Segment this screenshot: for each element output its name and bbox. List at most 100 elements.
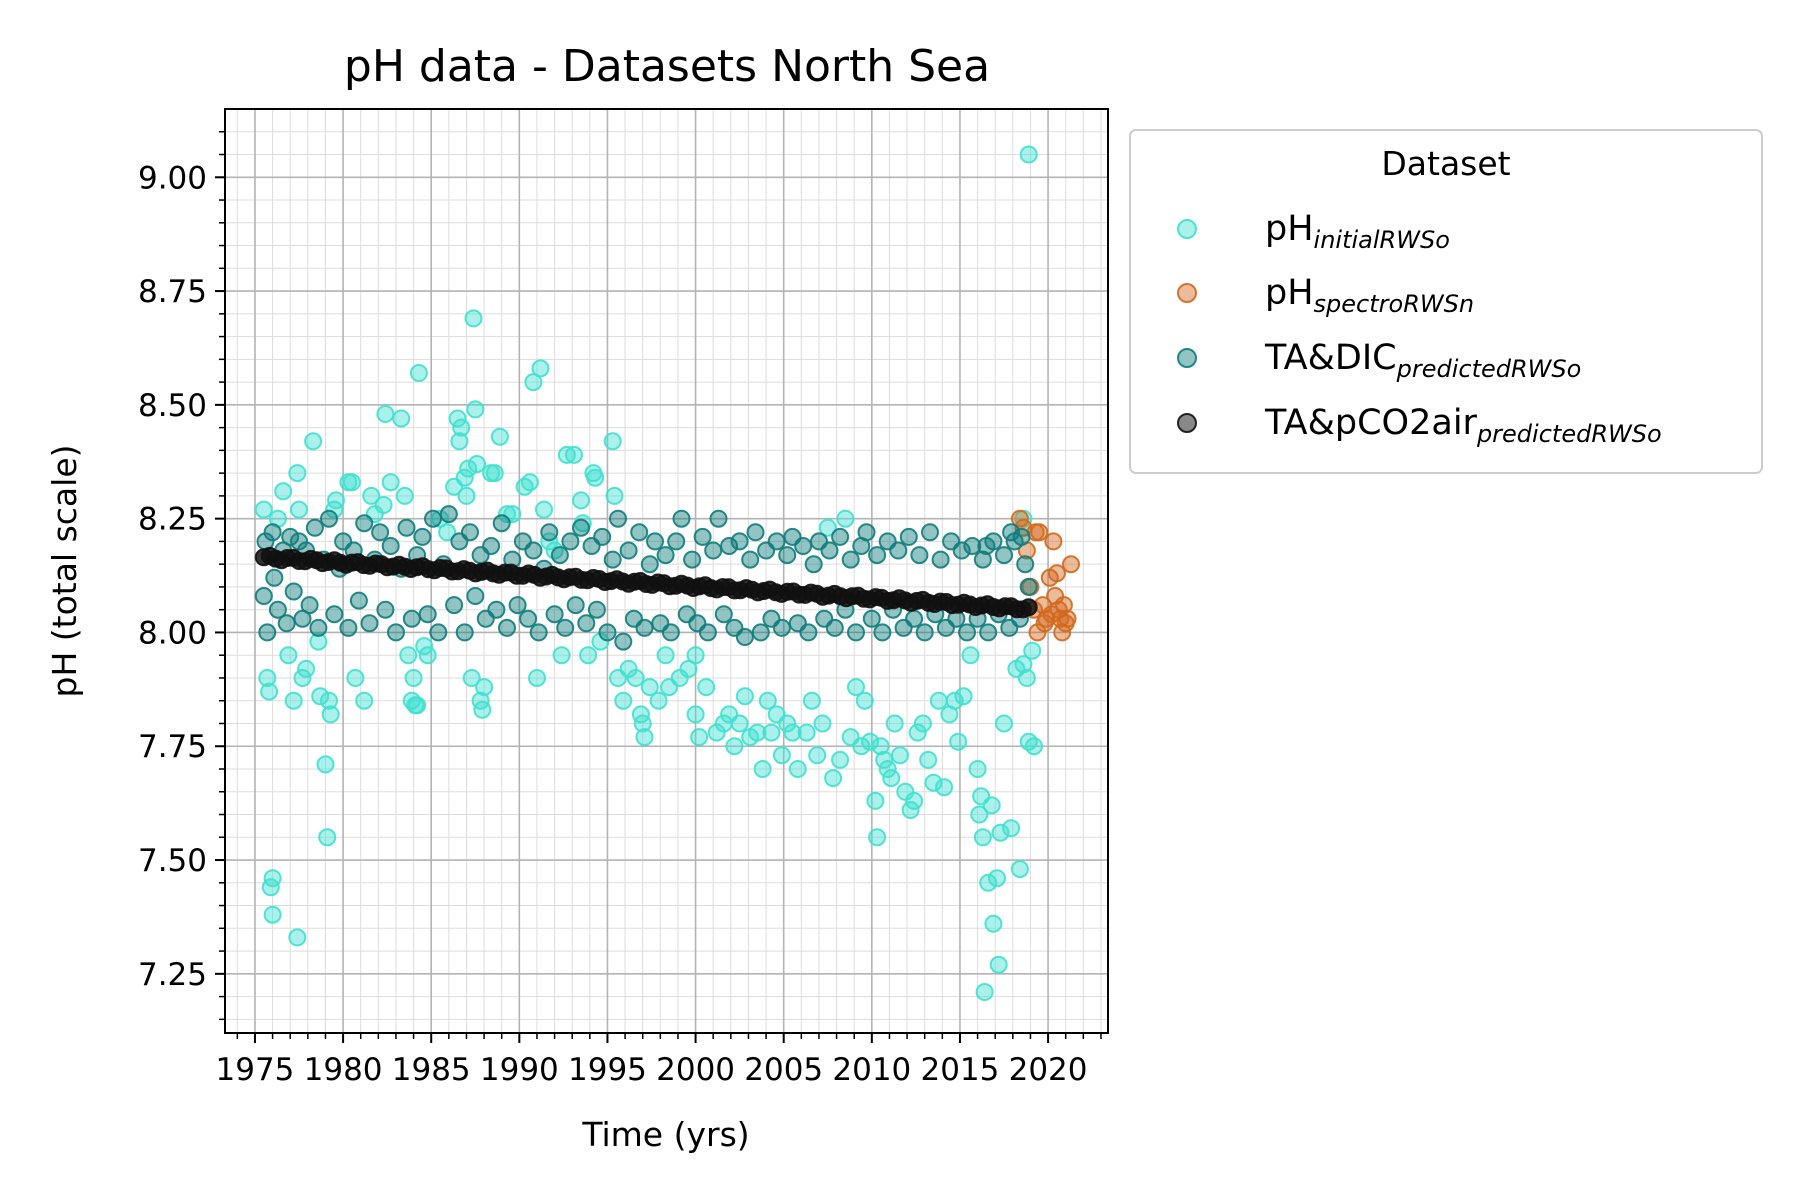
data-point <box>836 509 855 528</box>
data-point <box>605 486 624 505</box>
data-point <box>288 464 307 483</box>
data-point <box>772 746 791 765</box>
data-point <box>520 473 539 492</box>
data-point <box>1019 145 1038 164</box>
data-point <box>1042 605 1061 624</box>
data-point <box>609 509 627 528</box>
legend-entry-subscript: initialRWSo <box>1314 226 1450 254</box>
data-point <box>402 609 421 628</box>
y-tick-label: 8.75 <box>138 274 207 310</box>
data-point <box>1014 655 1033 674</box>
data-point <box>991 823 1010 842</box>
data-point <box>457 486 476 505</box>
data-point <box>820 541 839 560</box>
data-point <box>284 691 303 710</box>
data-point <box>640 678 659 697</box>
data-point <box>882 769 901 788</box>
y-tick-label: 7.25 <box>138 957 207 993</box>
data-point <box>963 537 982 555</box>
data-point <box>371 523 390 542</box>
data-point <box>672 509 691 528</box>
legend-entry-label: pHspectroRWSn <box>1265 273 1474 318</box>
data-point <box>288 928 307 947</box>
data-point <box>355 691 374 710</box>
data-point <box>593 527 612 546</box>
data-point <box>392 409 411 428</box>
data-point <box>868 546 887 565</box>
data-point <box>464 309 483 328</box>
data-point <box>714 605 733 624</box>
data-point <box>263 869 282 888</box>
data-point <box>321 705 340 724</box>
data-point <box>461 523 479 542</box>
data-point <box>861 732 880 751</box>
data-point <box>1058 609 1077 628</box>
data-point <box>263 905 282 924</box>
data-point <box>550 546 569 565</box>
data-point <box>931 550 950 569</box>
data-point <box>316 755 335 774</box>
data-point <box>540 523 559 542</box>
data-point <box>635 618 654 637</box>
data-point <box>325 605 344 624</box>
data-point <box>529 623 548 642</box>
data-point <box>693 527 712 546</box>
data-point <box>466 400 485 419</box>
data-point <box>603 432 622 451</box>
data-point <box>293 669 312 687</box>
data-point <box>921 523 939 542</box>
x-tick-label: 1985 <box>392 1052 471 1088</box>
data-point <box>439 505 458 524</box>
data-point <box>935 778 954 797</box>
data-point <box>679 659 698 678</box>
data-point <box>924 773 943 792</box>
data-point <box>847 623 865 642</box>
legend-entry-base: TA&DIC <box>1264 338 1397 378</box>
data-point <box>841 550 860 569</box>
legend-marker <box>1177 283 1197 303</box>
data-point <box>281 527 300 546</box>
data-point <box>279 646 298 665</box>
data-point <box>818 518 837 537</box>
x-tick-label: 1990 <box>480 1052 559 1088</box>
x-tick-label: 1975 <box>216 1052 295 1088</box>
data-point <box>492 514 511 533</box>
data-point <box>1012 527 1031 546</box>
data-point <box>748 723 767 742</box>
data-point <box>735 628 754 646</box>
data-point <box>871 737 890 756</box>
data-point <box>519 609 538 628</box>
data-point <box>482 537 501 555</box>
data-point <box>686 646 705 665</box>
data-point <box>311 687 330 706</box>
legend-entry-label: TA&DICpredictedRWSo <box>1264 338 1581 383</box>
data-point <box>698 623 717 642</box>
data-point <box>561 532 580 551</box>
data-point <box>813 714 832 733</box>
data-point <box>540 532 559 551</box>
legend-entry-base: TA&pCO2air <box>1264 403 1478 443</box>
data-point <box>661 623 680 642</box>
data-point <box>535 500 553 519</box>
data-point <box>783 723 802 742</box>
data-point <box>487 600 506 619</box>
y-tick-label: 8.50 <box>138 388 207 424</box>
data-point <box>868 828 887 847</box>
data-point <box>866 791 885 810</box>
data-point <box>975 983 994 1001</box>
data-point <box>982 796 1001 815</box>
data-point <box>300 596 319 615</box>
data-point <box>709 509 728 528</box>
data-point <box>825 618 844 637</box>
x-axis-ticks: 1975 1980 1985 1990 1995 2000 2005 2010 2015 2020 <box>216 1033 1102 1088</box>
data-point <box>984 914 1003 933</box>
y-tick-label: 8.25 <box>138 502 207 538</box>
data-point <box>1025 737 1043 756</box>
data-point <box>878 760 897 778</box>
data-point <box>381 473 400 492</box>
data-point <box>973 828 992 847</box>
data-point <box>399 646 418 665</box>
data-point <box>455 468 474 487</box>
data-point <box>753 760 772 778</box>
